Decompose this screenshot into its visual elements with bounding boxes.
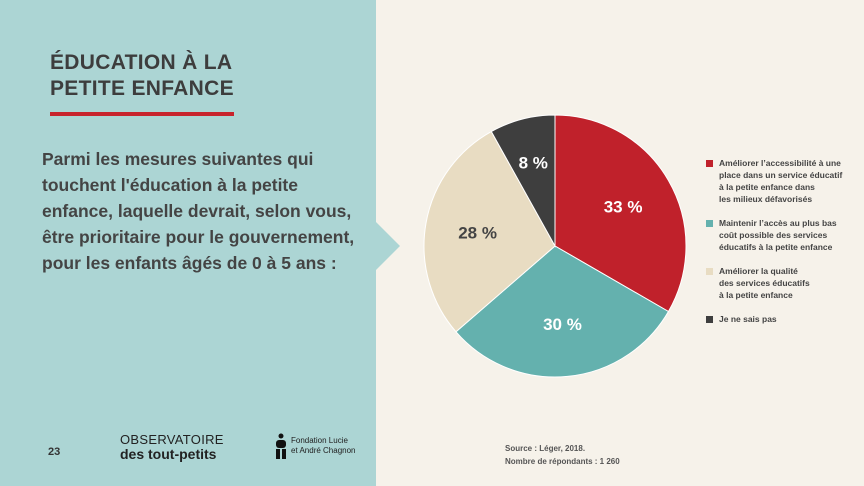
legend-swatch <box>706 220 713 227</box>
legend-item: Je ne sais pas <box>706 313 864 325</box>
left-panel <box>0 0 376 486</box>
slide-title: ÉDUCATION À LA PETITE ENFANCE <box>50 50 234 102</box>
logo-line-2: des tout-petits <box>120 446 217 462</box>
slice-label: 30 % <box>543 315 582 334</box>
slice-label: 8 % <box>519 153 548 172</box>
legend-item: Améliorer la qualité des services éducat… <box>706 265 864 301</box>
slice-label: 28 % <box>458 223 497 242</box>
logo-line-1: OBSERVATOIRE <box>120 432 224 447</box>
legend-label: Je ne sais pas <box>719 314 777 324</box>
legend-label: Améliorer la qualité des services éducat… <box>719 266 810 300</box>
survey-question: Parmi les mesures suivantes qui touchent… <box>42 149 355 273</box>
fondation-logo: Fondation Lucie et André Chagnon <box>275 433 356 459</box>
fondation-line-2: et André Chagnon <box>291 446 356 455</box>
legend-item: Améliorer l’accessibilité à une place da… <box>706 157 864 205</box>
legend-swatch <box>706 316 713 323</box>
title-line-1: ÉDUCATION À LA <box>50 51 233 74</box>
legend-swatch <box>706 268 713 275</box>
slice-label: 33 % <box>604 198 643 217</box>
title-line-2: PETITE ENFANCE <box>50 77 234 100</box>
observatoire-logo: OBSERVATOIRE des tout-petits <box>120 432 224 462</box>
legend-swatch <box>706 160 713 167</box>
title-underline <box>50 112 234 116</box>
pie-slice <box>455 245 670 378</box>
pie-slice <box>423 130 556 333</box>
chart-legend: Améliorer l’accessibilité à une place da… <box>706 157 864 337</box>
legend-item: Maintenir l’accès au plus bas coût possi… <box>706 217 864 253</box>
page-number: 23 <box>48 446 61 458</box>
pie-slice <box>554 114 687 313</box>
fondation-line-1: Fondation Lucie <box>291 436 348 445</box>
pie-slice <box>490 114 556 248</box>
panel-arrow <box>376 222 400 270</box>
source-text: Source : Léger, 2018. <box>505 444 586 453</box>
legend-label: Maintenir l’accès au plus bas coût possi… <box>719 218 837 252</box>
fondation-figure-icon <box>276 433 286 459</box>
legend-label: Améliorer l’accessibilité à une place da… <box>719 158 843 204</box>
source-note: Source : Léger, 2018. Nombre de répondant… <box>505 442 620 468</box>
respondents-text: Nombre de répondants : 1 260 <box>505 457 620 466</box>
